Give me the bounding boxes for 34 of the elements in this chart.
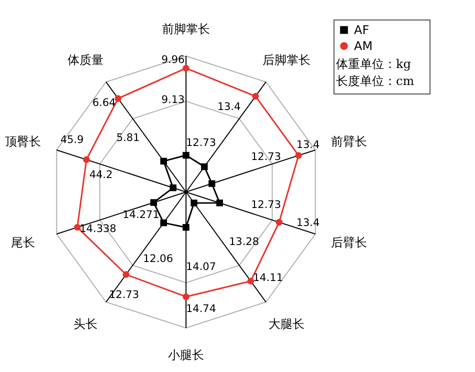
text: 5.81 (116, 132, 140, 144)
text: 44.2 (89, 169, 113, 181)
text: 9.13 (161, 94, 185, 106)
text: 45.9 (60, 134, 84, 146)
text: 9.96 (161, 54, 186, 66)
text: 12.73 (108, 289, 140, 301)
text: 12.73 (186, 137, 216, 149)
text: 12.73 (250, 151, 282, 163)
text: 14.74 (186, 303, 216, 315)
text: 长度单位：cm (336, 74, 415, 88)
text: 12.06 (142, 253, 174, 265)
text: 14.11 (252, 272, 284, 284)
text: 13.4 (217, 101, 242, 113)
text: 13.4 (296, 139, 320, 151)
spoke-label: 前臂长 (330, 134, 367, 149)
spoke-label: 头长 (73, 317, 98, 332)
spoke-label: 小腿长 (168, 348, 204, 362)
spoke-label: 尾长 (11, 235, 36, 250)
text: 14.338 (80, 223, 116, 235)
text: 6.64 (92, 97, 116, 109)
text: 14.07 (186, 261, 216, 273)
text: 12.73 (250, 199, 282, 211)
spoke-label: 前脚掌长 (162, 22, 210, 36)
spoke-label: 顶臀长 (5, 134, 42, 149)
spoke-label: 体质量 (67, 52, 104, 67)
text: 13.28 (228, 236, 260, 248)
legend-label: AF (354, 23, 370, 37)
spoke-label: 大腿长 (268, 317, 305, 332)
text: 体重单位：kg (336, 57, 412, 71)
legend-label: AM (354, 39, 373, 53)
text: 14.271 (122, 209, 160, 221)
spoke-label: 后脚掌长 (262, 52, 311, 67)
text: 13.4 (296, 217, 320, 229)
spoke-label: 后臂长 (330, 235, 367, 250)
